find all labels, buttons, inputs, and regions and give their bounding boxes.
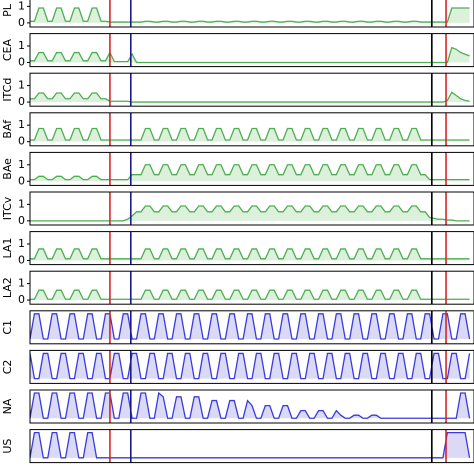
- y-tick-label: 1: [18, 237, 25, 250]
- panel-frame: [29, 429, 474, 464]
- panel: [30, 33, 470, 67]
- panel: [30, 231, 470, 265]
- y-tick-label: 1: [18, 0, 25, 12]
- y-axis-label: LA1: [1, 238, 14, 259]
- panel-frame: [29, 33, 474, 68]
- panel: [30, 112, 470, 146]
- y-tick-label: 0: [18, 95, 25, 108]
- area-fill: [30, 92, 470, 103]
- area-fill: [30, 47, 470, 63]
- y-tick-label: 0: [18, 135, 25, 148]
- y-tick-label: 1: [18, 197, 25, 210]
- y-axis-label: C2: [1, 360, 14, 375]
- trace-line: [30, 127, 470, 141]
- y-tick-label: 0: [18, 253, 25, 266]
- y-axis-label: LA2: [1, 277, 14, 298]
- y-tick-label: 0: [18, 55, 25, 68]
- y-axis-label: US: [1, 439, 14, 454]
- y-tick-label: 0: [18, 293, 25, 306]
- y-tick-label: 0: [18, 214, 25, 227]
- trace-line: [30, 248, 470, 260]
- y-tick-label: 1: [18, 79, 25, 92]
- panel-frame: [29, 72, 474, 107]
- y-tick-label: 1: [18, 158, 25, 171]
- area-fill: [30, 206, 470, 221]
- panel-frame: [29, 231, 474, 266]
- y-axis-label: NA: [1, 398, 14, 414]
- panel: [30, 0, 470, 27]
- y-tick-label: 1: [18, 118, 25, 131]
- trace-line: [30, 391, 471, 419]
- y-axis-label: ITCv: [1, 196, 14, 220]
- panel: [30, 310, 471, 344]
- trace-line: [30, 91, 470, 103]
- y-tick-label: 1: [18, 277, 25, 290]
- y-axis-label: ITCd: [1, 78, 14, 102]
- panel: [30, 350, 471, 384]
- panel-frame: [29, 270, 474, 305]
- panel: [30, 271, 470, 305]
- y-tick-label: 0: [18, 16, 25, 29]
- y-axis-label: BAe: [1, 158, 14, 180]
- panel: [30, 73, 470, 107]
- y-axis-label: PL: [1, 3, 14, 17]
- panel: [30, 390, 471, 423]
- y-tick-label: 1: [18, 39, 25, 52]
- trace-line: [30, 7, 470, 23]
- y-tick-label: 0: [18, 174, 25, 187]
- panel-frame: [29, 349, 474, 384]
- area-fill: [30, 432, 470, 458]
- panel-frame: [29, 112, 474, 147]
- y-axis-label: BAf: [1, 119, 14, 139]
- area-fill: [30, 8, 470, 23]
- trace-line: [30, 313, 471, 340]
- trace-line: [30, 431, 471, 459]
- panel-frame: [29, 191, 474, 226]
- panel: [30, 152, 470, 186]
- y-axis-label: C1: [1, 320, 14, 335]
- trace-line: [30, 205, 470, 222]
- panel: [30, 192, 470, 225]
- panel: [30, 429, 471, 463]
- panel-frame: [29, 389, 474, 424]
- panel-frame: [29, 151, 474, 186]
- trace-line: [30, 352, 471, 380]
- trace-line: [30, 46, 470, 64]
- trace-line: [30, 164, 470, 181]
- panel-frame: [29, 0, 474, 28]
- y-axis-label: CEA: [1, 39, 14, 62]
- area-fill: [30, 164, 470, 182]
- panel-frame: [29, 310, 474, 345]
- trace-line: [30, 289, 470, 300]
